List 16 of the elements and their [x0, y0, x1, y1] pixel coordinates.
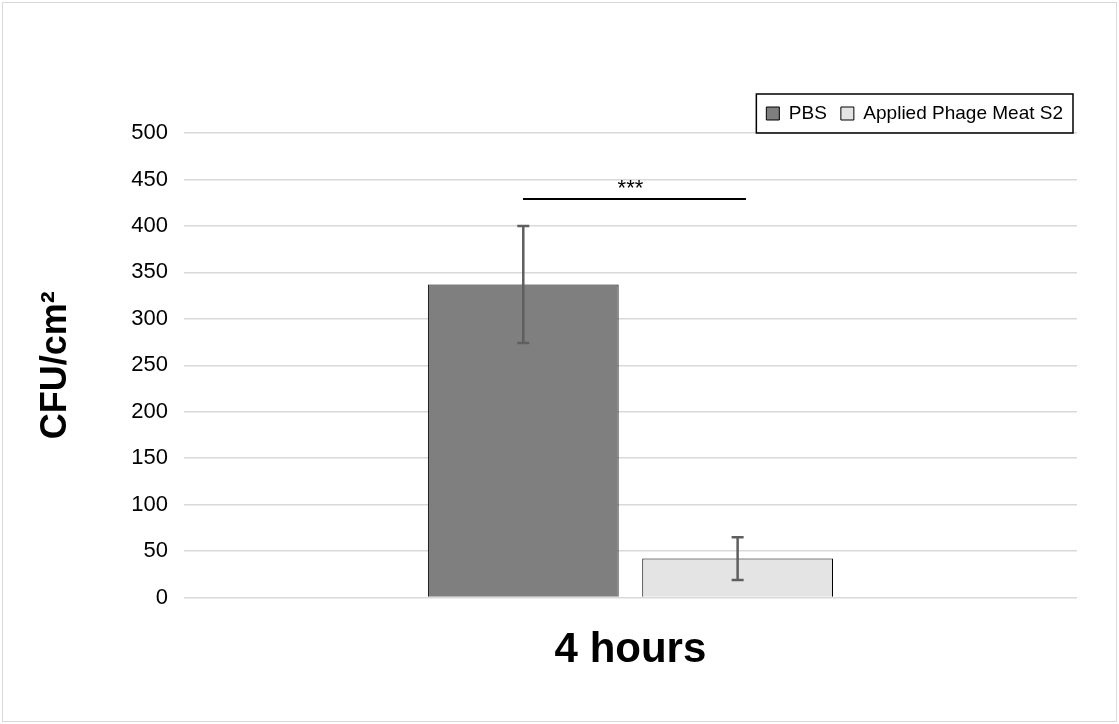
y-tick-label: 150 — [131, 444, 168, 470]
legend-label: Applied Phage Meat S2 — [863, 101, 1063, 123]
x-tick-label: 4 hours — [554, 624, 707, 672]
y-tick-label: 0 — [155, 583, 168, 609]
y-tick-label: 200 — [131, 397, 168, 423]
y-tick-label: 500 — [131, 119, 168, 145]
annotation: *** — [617, 174, 644, 200]
y-tick-label: 450 — [131, 165, 168, 191]
legend-label: PBS — [788, 101, 827, 123]
y-axis-title: CFU/cm² — [32, 291, 74, 440]
y-tick-label: 400 — [131, 211, 168, 237]
y-tick-label: 50 — [143, 537, 168, 563]
y-tick-label: 300 — [131, 304, 168, 330]
y-tick-label: 250 — [131, 351, 168, 377]
y-tick-label: 100 — [131, 490, 168, 516]
y-tick-label: 350 — [131, 258, 168, 284]
